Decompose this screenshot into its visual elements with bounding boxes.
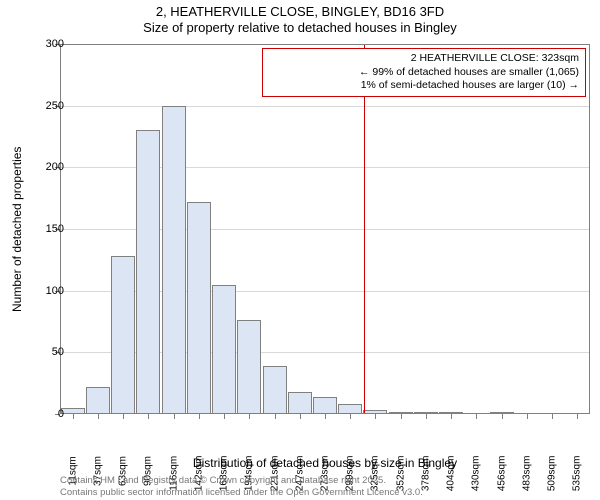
xtick-mark xyxy=(325,414,326,419)
ytick-label: 0 xyxy=(58,408,64,420)
x-axis-label: Distribution of detached houses by size … xyxy=(60,456,590,470)
xtick-mark xyxy=(73,414,74,419)
y-axis-label: Number of detached properties xyxy=(10,44,28,414)
xtick-mark xyxy=(123,414,124,419)
ytick-label: 250 xyxy=(46,100,64,112)
xtick-mark xyxy=(451,414,452,419)
xtick-mark xyxy=(350,414,351,419)
ytick-label: 50 xyxy=(52,346,64,358)
chart-title: 2, HEATHERVILLE CLOSE, BINGLEY, BD16 3FD… xyxy=(0,4,600,37)
xtick-mark xyxy=(224,414,225,419)
ytick-label: 150 xyxy=(46,223,64,235)
xtick-mark xyxy=(476,414,477,419)
plot-area: 2 HEATHERVILLE CLOSE: 323sqm ← 99% of de… xyxy=(60,44,590,414)
footer-note: Contains HM Land Registry data © Crown c… xyxy=(60,475,423,498)
xtick-mark xyxy=(148,414,149,419)
xtick-mark xyxy=(275,414,276,419)
xtick-mark xyxy=(426,414,427,419)
title-line-1: 2, HEATHERVILLE CLOSE, BINGLEY, BD16 3FD xyxy=(0,4,600,20)
footer-line-2: Contains public sector information licen… xyxy=(60,487,423,498)
ytick-label: 300 xyxy=(46,38,64,50)
ytick-label: 100 xyxy=(46,285,64,297)
xtick-mark xyxy=(401,414,402,419)
xtick-mark xyxy=(502,414,503,419)
xtick-mark xyxy=(199,414,200,419)
xtick-mark xyxy=(98,414,99,419)
ytick-label: 200 xyxy=(46,161,64,173)
title-line-2: Size of property relative to detached ho… xyxy=(0,20,600,36)
xtick-mark xyxy=(552,414,553,419)
xtick-mark xyxy=(375,414,376,419)
xtick-mark xyxy=(300,414,301,419)
xtick-mark xyxy=(527,414,528,419)
chart-border xyxy=(60,44,590,414)
xtick-mark xyxy=(577,414,578,419)
xtick-mark xyxy=(174,414,175,419)
footer-line-1: Contains HM Land Registry data © Crown c… xyxy=(60,475,423,486)
xtick-mark xyxy=(249,414,250,419)
